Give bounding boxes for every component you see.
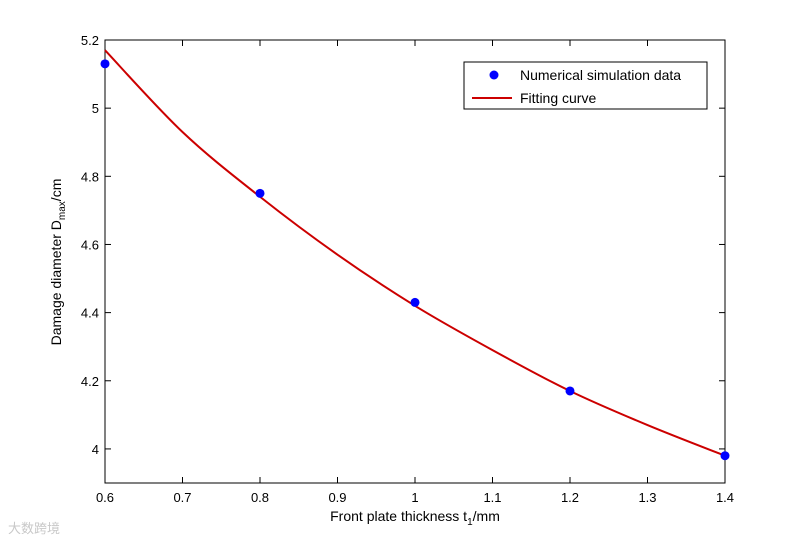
x-tick-label: 0.9 <box>328 490 346 505</box>
legend-label-line: Fitting curve <box>520 90 596 106</box>
plot-area <box>104 39 726 484</box>
y-axis-label-subscript: max <box>57 201 68 220</box>
legend-marker-scatter <box>489 70 499 80</box>
y-tick-label: 4.6 <box>81 237 99 252</box>
x-axis-label-suffix: /mm <box>473 508 500 524</box>
x-tick-label: 1.2 <box>561 490 579 505</box>
y-tick-label: 4.2 <box>81 374 99 389</box>
legend-box <box>463 61 708 110</box>
x-axis-label-subscript: 1 <box>467 517 473 528</box>
axis-ticks <box>104 39 726 483</box>
axis-tick-labels: 0.6 0.7 0.8 0.9 1 1.1 1.2 1.3 1.4 4 4.2 4.4 4.6 4.8 5 5… <box>81 33 734 505</box>
y-tick-label: 5.2 <box>81 33 99 48</box>
x-axis-label-main: Front plate thickness t <box>330 508 467 524</box>
y-axis-label-suffix: /cm <box>48 179 64 202</box>
x-tick-label: 0.7 <box>173 490 191 505</box>
y-axis-label-main: Damage diameter D <box>48 220 64 345</box>
y-tick-label: 5 <box>92 101 99 116</box>
y-axis-label: Damage diameter Dmax/cm <box>48 179 68 346</box>
x-tick-label: 1.1 <box>483 490 501 505</box>
legend: Numerical simulation data Fitting curve <box>463 61 708 110</box>
x-axis-label: Front plate thickness t1/mm <box>330 508 500 528</box>
data-point <box>720 451 730 461</box>
y-tick-label: 4.8 <box>81 169 99 184</box>
data-point <box>410 297 420 307</box>
x-tick-label: 1 <box>411 490 418 505</box>
y-tick-label: 4 <box>92 442 99 457</box>
x-tick-label: 0.6 <box>96 490 114 505</box>
data-point <box>565 386 575 396</box>
data-point <box>100 59 110 69</box>
x-tick-label: 0.8 <box>251 490 269 505</box>
y-tick-label: 4.4 <box>81 306 99 321</box>
series-layer <box>100 49 730 461</box>
legend-label-scatter: Numerical simulation data <box>520 67 681 83</box>
watermark: 大数跨境 <box>8 522 61 537</box>
x-tick-label: 1.3 <box>638 490 656 505</box>
x-tick-label: 1.4 <box>716 490 734 505</box>
data-point <box>255 188 265 198</box>
